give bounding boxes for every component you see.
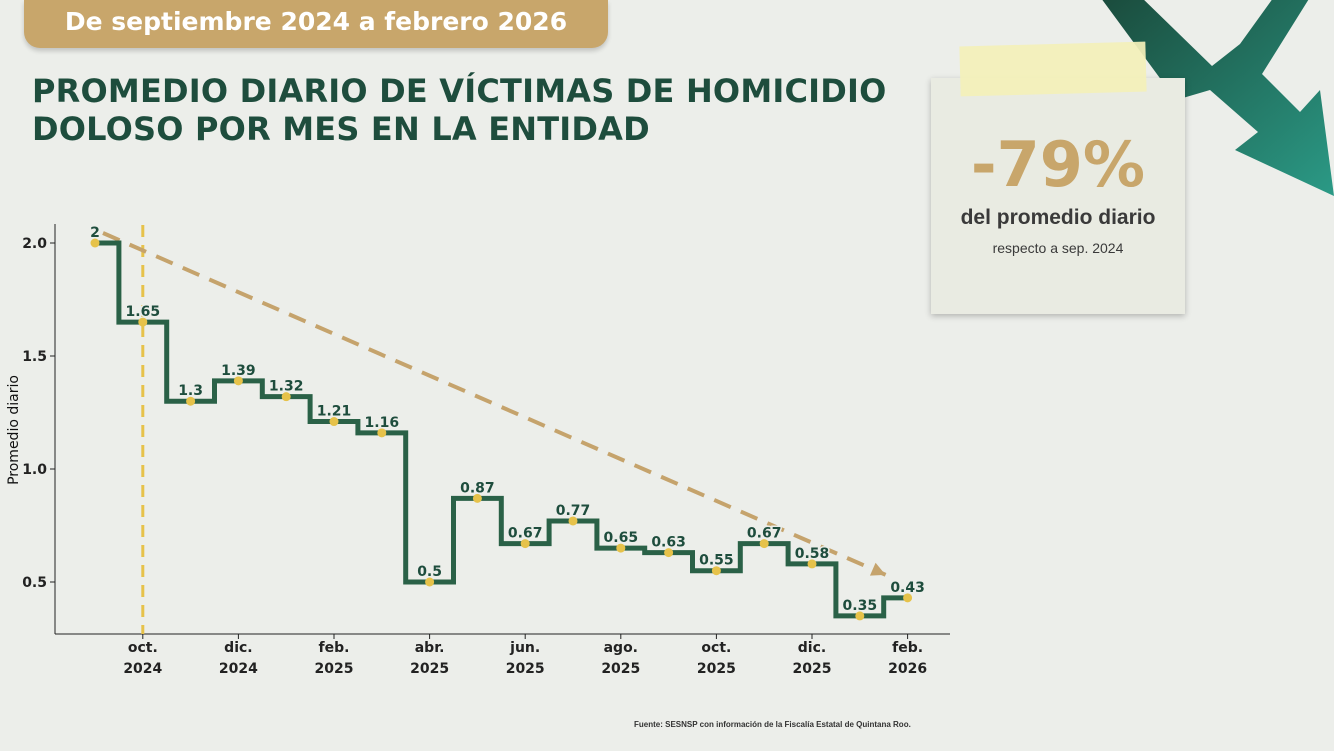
source-note: Fuente: SESNSP con información de la Fis… <box>634 720 911 729</box>
data-label: 0.87 <box>460 480 495 496</box>
data-label: 0.77 <box>556 503 591 519</box>
data-label: 0.43 <box>890 580 925 596</box>
data-point <box>520 539 530 549</box>
y-tick-label: 1.0 <box>22 462 47 478</box>
data-label: 0.55 <box>699 553 734 569</box>
data-point <box>186 396 196 406</box>
data-point <box>329 417 339 427</box>
data-point <box>855 611 865 621</box>
x-tick-label-year: 2024 <box>219 661 258 677</box>
data-point <box>377 428 387 438</box>
x-tick-label-month: oct. <box>701 640 731 656</box>
y-tick-label: 1.5 <box>22 349 47 365</box>
data-label: 1.3 <box>178 383 203 399</box>
data-label: 0.58 <box>795 546 830 562</box>
data-point <box>616 543 626 553</box>
data-label: 1.16 <box>365 415 400 431</box>
data-point <box>472 493 482 503</box>
x-tick-label-year: 2026 <box>888 661 927 677</box>
x-tick-label-year: 2024 <box>123 661 162 677</box>
y-tick-label: 0.5 <box>22 575 47 591</box>
x-tick-label-month: dic. <box>224 640 252 656</box>
y-tick-label: 2.0 <box>22 236 47 252</box>
data-point <box>138 317 148 327</box>
data-label: 0.65 <box>604 530 639 546</box>
data-point <box>90 238 100 248</box>
data-point <box>759 539 769 549</box>
x-tick-label-year: 2025 <box>601 661 640 677</box>
data-point <box>425 577 435 587</box>
x-tick-label-month: ago. <box>604 640 638 656</box>
data-point <box>281 392 291 402</box>
x-tick-label-month: abr. <box>415 640 445 656</box>
data-label: 0.5 <box>417 564 442 580</box>
x-tick-label-year: 2025 <box>410 661 449 677</box>
period-banner: De septiembre 2024 a febrero 2026 <box>24 0 608 48</box>
data-label: 2 <box>90 225 100 241</box>
data-point <box>568 516 578 526</box>
data-label: 0.35 <box>843 598 878 614</box>
trend-arrowhead <box>869 562 886 576</box>
x-tick-label-year: 2025 <box>793 661 832 677</box>
reduction-note-card: -79% del promedio diario respecto a sep.… <box>931 78 1185 314</box>
x-tick-label-month: oct. <box>128 640 158 656</box>
down-arrow-graphic <box>1102 0 1334 196</box>
y-axis-label: Promedio diario <box>6 375 22 485</box>
x-tick-label-month: feb. <box>319 640 350 656</box>
reduction-reference: respecto a sep. 2024 <box>992 240 1124 256</box>
reduction-caption: del promedio diario <box>960 206 1156 229</box>
x-tick-label-year: 2025 <box>506 661 545 677</box>
chart-title-line-2: DOLOSO POR MES EN LA ENTIDAD <box>32 110 650 148</box>
trend-line <box>102 231 887 577</box>
data-point <box>233 376 243 386</box>
tape-strip <box>959 41 1147 97</box>
x-tick-label-month: jun. <box>509 640 540 656</box>
series-step-line <box>95 240 908 619</box>
data-point <box>807 559 817 569</box>
chart-title-line-1: PROMEDIO DIARIO DE VÍCTIMAS DE HOMICIDIO <box>32 72 887 110</box>
chart-title: PROMEDIO DIARIO DE VÍCTIMAS DE HOMICIDIO… <box>32 72 912 148</box>
data-label: 1.39 <box>221 363 256 379</box>
data-label: 1.32 <box>269 379 304 395</box>
step-line-chart: 0.5 1.0 1.5 2.0 Promedio diario oct. 2024 dic. 2… <box>6 224 950 677</box>
data-point <box>664 548 674 558</box>
data-label: 0.67 <box>508 526 543 542</box>
x-tick-label-month: feb. <box>892 640 923 656</box>
x-tick-label-year: 2025 <box>697 661 736 677</box>
data-label: 1.21 <box>317 404 352 420</box>
data-label: 0.67 <box>747 526 782 542</box>
data-label: 0.63 <box>651 535 686 551</box>
x-tick-label-month: dic. <box>798 640 826 656</box>
data-point <box>903 593 913 603</box>
reduction-percent: -79% <box>970 128 1146 201</box>
data-point <box>711 566 721 576</box>
x-tick-label-year: 2025 <box>315 661 354 677</box>
data-label: 1.65 <box>126 304 161 320</box>
